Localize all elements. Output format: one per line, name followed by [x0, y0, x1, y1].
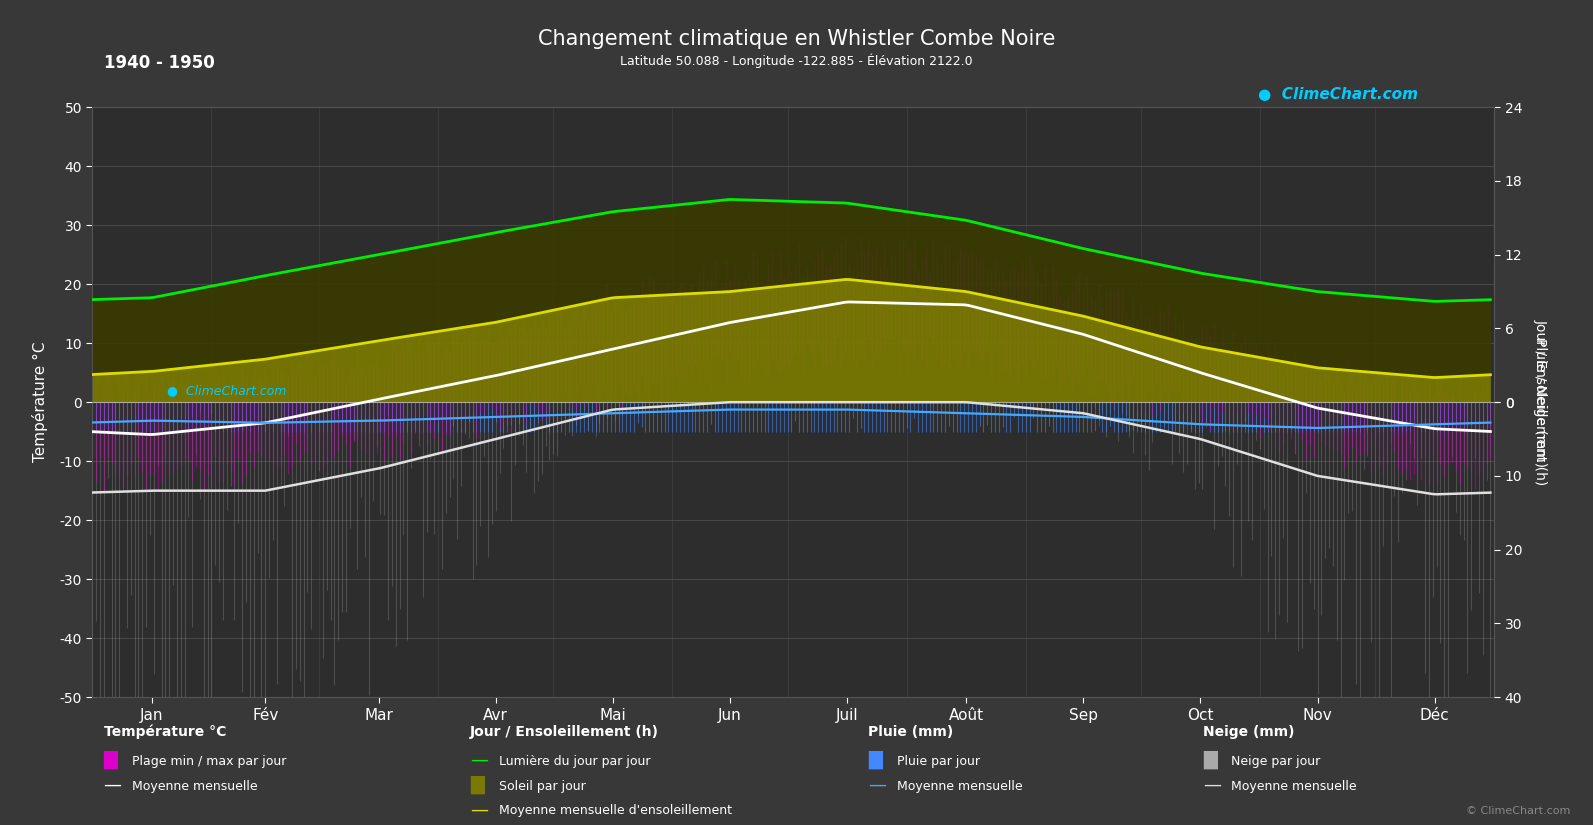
Text: ●  ClimeChart.com: ● ClimeChart.com — [167, 384, 287, 397]
Y-axis label: Jour / Ensoleillement (h): Jour / Ensoleillement (h) — [1534, 319, 1547, 485]
Y-axis label: Pluie / Neige (mm): Pluie / Neige (mm) — [1534, 337, 1547, 467]
Text: Plage min / max par jour: Plage min / max par jour — [132, 755, 287, 768]
Text: 1940 - 1950: 1940 - 1950 — [104, 54, 215, 72]
Text: Pluie par jour: Pluie par jour — [897, 755, 980, 768]
Text: Pluie (mm): Pluie (mm) — [868, 725, 954, 739]
Text: Changement climatique en Whistler Combe Noire: Changement climatique en Whistler Combe … — [538, 29, 1055, 49]
Text: █: █ — [104, 751, 118, 769]
Text: —: — — [470, 800, 487, 818]
Text: —: — — [1203, 776, 1220, 794]
Text: Neige par jour: Neige par jour — [1231, 755, 1321, 768]
Text: —: — — [470, 751, 487, 769]
Y-axis label: Température °C: Température °C — [32, 342, 48, 463]
Text: Moyenne mensuelle: Moyenne mensuelle — [897, 780, 1023, 793]
Text: Neige (mm): Neige (mm) — [1203, 725, 1294, 739]
Text: —: — — [868, 776, 886, 794]
Text: █: █ — [868, 751, 883, 769]
Text: Soleil par jour: Soleil par jour — [499, 780, 585, 793]
Text: Jour / Ensoleillement (h): Jour / Ensoleillement (h) — [470, 725, 660, 739]
Text: █: █ — [470, 776, 484, 794]
Text: ●  ClimeChart.com: ● ClimeChart.com — [1258, 87, 1418, 101]
Text: Moyenne mensuelle: Moyenne mensuelle — [1231, 780, 1357, 793]
Text: Moyenne mensuelle: Moyenne mensuelle — [132, 780, 258, 793]
Text: █: █ — [1203, 751, 1217, 769]
Text: —: — — [104, 776, 121, 794]
Text: Température °C: Température °C — [104, 724, 226, 739]
Text: Latitude 50.088 - Longitude -122.885 - Élévation 2122.0: Latitude 50.088 - Longitude -122.885 - É… — [620, 54, 973, 68]
Text: © ClimeChart.com: © ClimeChart.com — [1466, 806, 1571, 816]
Text: Lumière du jour par jour: Lumière du jour par jour — [499, 755, 650, 768]
Text: Moyenne mensuelle d'ensoleillement: Moyenne mensuelle d'ensoleillement — [499, 804, 731, 818]
